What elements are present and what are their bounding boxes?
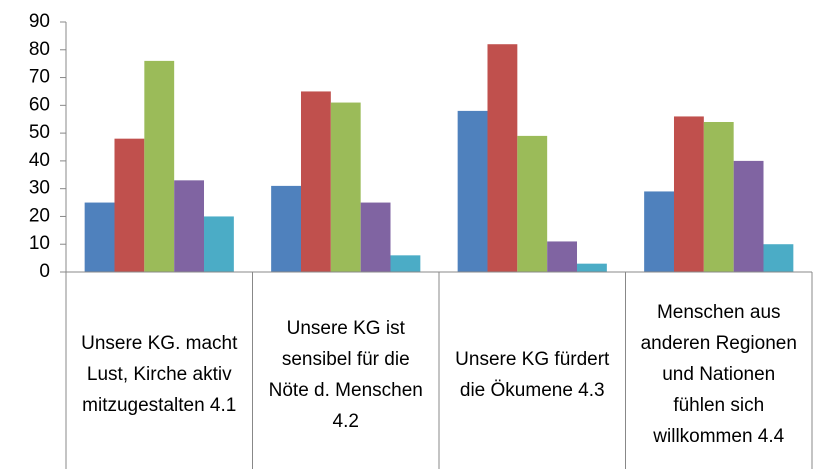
y-tick-label: 60 <box>29 94 50 115</box>
bar <box>360 202 391 272</box>
x-tick-label: Menschen aus anderen Regionen und Nation… <box>640 302 797 447</box>
bar <box>733 160 764 272</box>
bar <box>577 263 607 272</box>
y-tick-label: 20 <box>29 205 50 226</box>
bar <box>300 91 331 272</box>
y-tick-label: 70 <box>29 67 50 88</box>
bar <box>517 135 548 272</box>
bar <box>673 116 704 272</box>
y-tick-label: 10 <box>29 233 50 254</box>
bar <box>330 102 361 272</box>
bar <box>271 185 301 272</box>
bar <box>174 180 205 272</box>
bar <box>390 255 421 272</box>
bar <box>703 122 734 272</box>
y-tick-label: 90 <box>29 11 50 32</box>
x-tick-label: Unsere KG ist sensibel für die Nöte d. M… <box>268 317 423 432</box>
bar <box>114 138 145 272</box>
y-tick-label: 80 <box>29 39 50 60</box>
x-tick-label: Unsere KG. macht Lust, Kirche aktiv mitz… <box>81 333 238 416</box>
bar <box>144 60 175 273</box>
x-tick-label: Unsere KG fürdert die Ökumene 4.3 <box>455 348 610 401</box>
bar <box>763 244 794 272</box>
y-tick-label: 0 <box>39 261 50 282</box>
y-tick-label: 50 <box>29 122 50 143</box>
y-tick-label: 30 <box>29 178 50 199</box>
bar <box>457 110 488 272</box>
bar <box>644 191 674 272</box>
bar <box>547 241 578 272</box>
y-tick-label: 40 <box>29 150 50 171</box>
bar <box>84 202 115 272</box>
bar <box>204 216 234 272</box>
bar <box>487 44 518 272</box>
